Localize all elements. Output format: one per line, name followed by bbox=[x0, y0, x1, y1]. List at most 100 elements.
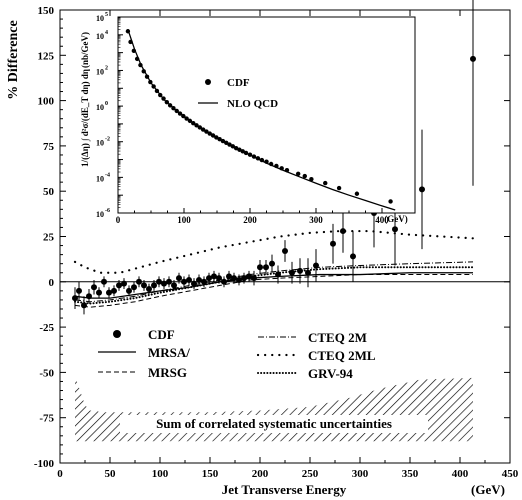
inset-cdf-marker bbox=[144, 74, 150, 79]
cdf-marker bbox=[121, 280, 127, 287]
cdf-data-point bbox=[101, 276, 107, 288]
legend-label-grv94: GRV-94 bbox=[308, 366, 353, 381]
cdf-marker bbox=[191, 280, 197, 287]
inset-cdf-marker bbox=[174, 108, 179, 114]
inset-y-tick-base: 10 bbox=[96, 14, 104, 23]
y-axis-title: % Difference bbox=[6, 20, 21, 99]
inset-cdf-marker bbox=[259, 157, 265, 163]
inset-y-tick-label: 10 -6 bbox=[96, 208, 110, 219]
inset-cdf-marker bbox=[336, 185, 342, 191]
inset-cdf-marker bbox=[295, 171, 301, 176]
cdf-marker bbox=[392, 226, 398, 233]
cdf-marker bbox=[340, 228, 346, 235]
cdf-data-point bbox=[236, 274, 242, 286]
inset-legend-label-nlo: NLO QCD bbox=[227, 98, 278, 110]
inset-cdf-marker bbox=[237, 147, 242, 152]
inset-cdf-marker bbox=[131, 48, 137, 54]
inset-y-tick-exponent: -6 bbox=[105, 208, 110, 214]
cdf-data-point bbox=[470, 0, 476, 186]
x-tick-label: 300 bbox=[352, 468, 369, 480]
cdf-marker bbox=[96, 289, 102, 296]
inset-cdf-marker bbox=[233, 145, 239, 151]
y-tick-label: 50 bbox=[43, 186, 55, 198]
y-tick-label: -100 bbox=[34, 458, 55, 470]
inset-cdf-marker bbox=[164, 99, 170, 105]
cdf-data-point bbox=[141, 279, 147, 291]
cdf-data-point bbox=[269, 254, 275, 273]
cdf-data-point bbox=[86, 289, 92, 304]
legend-label-cdf: CDF bbox=[148, 327, 175, 342]
inset-cdf-marker bbox=[210, 133, 216, 138]
inset-plot-frame bbox=[117, 16, 416, 214]
cdf-data-point bbox=[289, 261, 295, 284]
inset-cdf-marker bbox=[161, 96, 166, 101]
inset-cdf-marker bbox=[125, 29, 131, 34]
inset-y-axis-title: 1/(Δη) ∫ d²σ/(dE_T dη) dη bbox=[80, 69, 91, 167]
cdf-marker bbox=[91, 284, 97, 291]
main-chart: Sum of correlated systematic uncertainti… bbox=[6, 0, 519, 497]
inset-cdf-marker bbox=[224, 140, 229, 145]
inset-cdf-marker bbox=[158, 92, 163, 98]
main-axis-ticks: 0 50 100 150 200 250 300 350 400 450-100-75-50-25… bbox=[34, 5, 519, 480]
inset-cdf-marker bbox=[247, 152, 253, 157]
cdf-data-point bbox=[171, 279, 177, 291]
inset-y-tick-label: 10 -2 bbox=[96, 137, 110, 148]
cdf-marker bbox=[206, 275, 212, 282]
cdf-data-point bbox=[297, 258, 303, 284]
cdf-data-point bbox=[131, 281, 137, 293]
cdf-data-point bbox=[340, 209, 346, 253]
inset-y-tick-label: 10 -4 bbox=[96, 172, 110, 183]
cdf-data-point bbox=[176, 272, 182, 284]
inset-y-tick-label: 10 2 bbox=[96, 65, 108, 76]
curve-cteq-2ml bbox=[73, 229, 475, 274]
cdf-data-point bbox=[116, 279, 122, 291]
inset-x-tick-label: 300 bbox=[309, 215, 323, 225]
inset-y-tick-exponent: 0 bbox=[105, 101, 108, 107]
y-tick-label: 125 bbox=[38, 50, 55, 62]
inset-x-tick-label: 200 bbox=[243, 215, 257, 225]
inset-cdf-marker bbox=[240, 149, 245, 154]
cdf-marker bbox=[136, 278, 142, 285]
cdf-marker bbox=[81, 302, 87, 309]
inset-y-tick-exponent: -4 bbox=[105, 172, 110, 178]
inset-cdf-marker bbox=[207, 131, 212, 136]
cdf-marker bbox=[211, 273, 217, 280]
cdf-marker bbox=[86, 293, 92, 300]
inset-cdf-marker bbox=[151, 84, 156, 89]
legend-swatch-cdf bbox=[113, 330, 121, 338]
inset-cdf-marker bbox=[181, 113, 186, 119]
cdf-marker bbox=[419, 186, 425, 193]
cdf-data-point bbox=[121, 278, 127, 290]
x-tick-label: 100 bbox=[152, 468, 169, 480]
cdf-marker bbox=[263, 264, 269, 271]
legend-label-cteq2ml: CTEQ 2ML bbox=[308, 348, 376, 363]
cdf-marker bbox=[297, 267, 303, 274]
cdf-marker bbox=[156, 278, 162, 285]
inset-cdf-marker bbox=[200, 127, 206, 132]
cdf-data-point bbox=[96, 287, 102, 299]
inset-cdf-marker bbox=[243, 150, 249, 156]
cdf-data-point bbox=[419, 129, 425, 250]
x-tick-label: 0 bbox=[57, 468, 63, 480]
cdf-data-point bbox=[72, 287, 78, 309]
x-tick-label: 250 bbox=[302, 468, 319, 480]
cdf-marker bbox=[201, 278, 207, 285]
cdf-data-point bbox=[330, 223, 336, 264]
inset-y-tick-exponent: 5 bbox=[105, 12, 108, 18]
cdf-marker bbox=[236, 276, 242, 283]
cdf-marker bbox=[151, 282, 157, 289]
inset-cdf-marker bbox=[191, 120, 196, 126]
cdf-marker bbox=[171, 282, 177, 289]
cdf-data-point bbox=[211, 270, 217, 282]
inset-cdf-marker bbox=[388, 199, 393, 204]
cdf-data-point bbox=[305, 258, 311, 288]
x-tick-label: 450 bbox=[502, 468, 519, 480]
inset-cdf-marker bbox=[284, 168, 290, 173]
cdf-marker bbox=[257, 264, 263, 271]
legend-item-mrsg: MRSG bbox=[98, 365, 187, 380]
inset-cdf-marker bbox=[227, 142, 232, 147]
systematics-label-backdrop bbox=[120, 415, 428, 433]
cdf-marker bbox=[289, 269, 295, 276]
cdf-data-point bbox=[282, 240, 288, 262]
